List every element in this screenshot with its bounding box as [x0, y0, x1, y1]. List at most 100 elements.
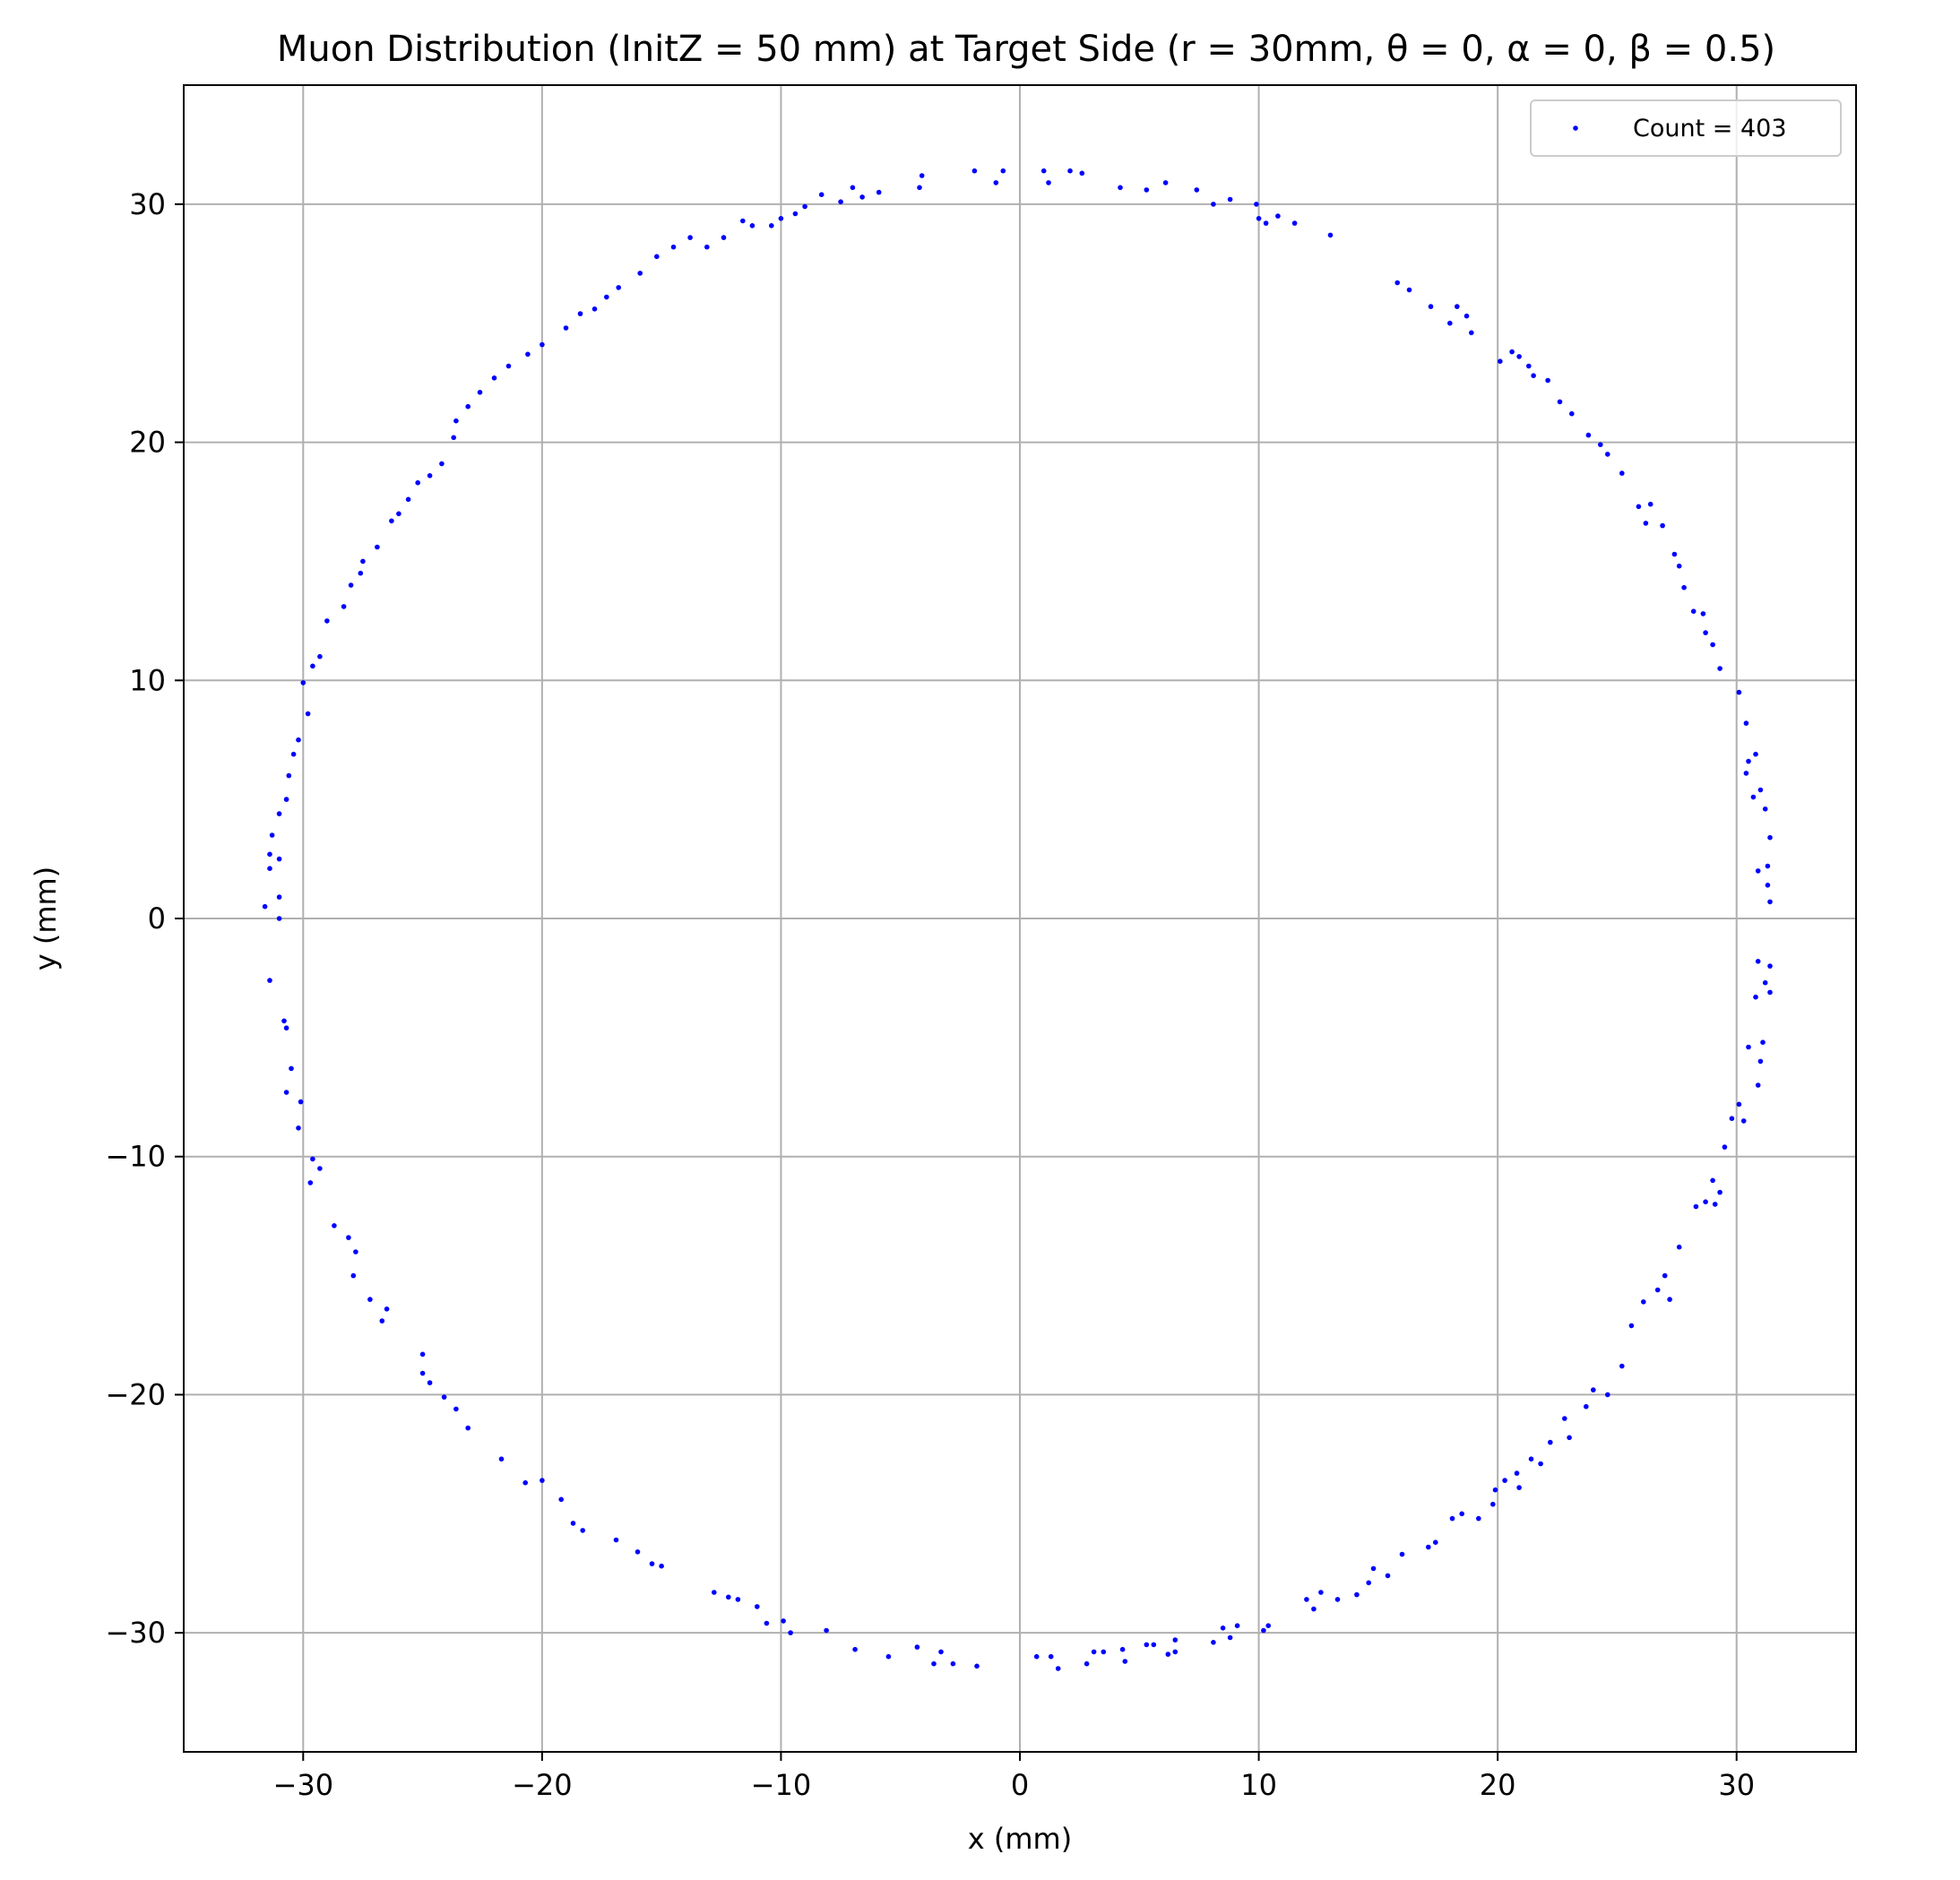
data-point: [1619, 1363, 1625, 1369]
data-point: [1767, 834, 1773, 841]
data-point: [637, 271, 643, 276]
data-point: [1654, 1287, 1661, 1293]
data-point: [1662, 1272, 1668, 1279]
data-point: [1265, 1623, 1271, 1628]
data-point: [919, 173, 925, 178]
data-point: [1743, 720, 1749, 726]
data-point: [396, 511, 401, 517]
legend-box: [1530, 99, 1842, 157]
data-point: [1327, 232, 1334, 238]
data-point: [1447, 320, 1453, 326]
chart-title: Muon Distribution (InitZ = 50 mm) at Tar…: [277, 29, 1775, 70]
data-point: [1703, 1199, 1708, 1204]
data-point: [419, 1351, 426, 1358]
data-point: [1567, 1435, 1572, 1441]
data-point: [267, 866, 272, 871]
data-point: [604, 294, 609, 300]
data-point: [1755, 1082, 1761, 1088]
data-point: [1746, 758, 1751, 764]
data-point: [740, 218, 746, 224]
data-point: [1660, 522, 1665, 529]
data-point: [613, 1537, 619, 1543]
x-tick-label: −10: [751, 1768, 812, 1802]
legend-marker: [1573, 125, 1578, 131]
data-point: [1531, 373, 1536, 379]
data-point: [1079, 170, 1085, 177]
data-point: [1119, 1646, 1126, 1652]
data-point: [389, 518, 394, 524]
data-point: [580, 1528, 585, 1533]
data-point: [792, 211, 799, 217]
data-point: [1765, 883, 1771, 888]
data-point: [324, 618, 330, 624]
data-point: [1234, 1623, 1240, 1628]
data-point: [1757, 787, 1764, 793]
data-point: [1710, 1177, 1715, 1184]
data-point: [1767, 963, 1773, 969]
data-point: [1459, 1511, 1464, 1517]
axis-ticks: −30 −20 −10 0 10 20 30 −30 −20 −10 0 10 20 30: [105, 187, 1755, 1802]
data-point: [1526, 363, 1532, 369]
data-point: [824, 1627, 829, 1634]
data-point: [1636, 504, 1642, 510]
data-point: [262, 903, 268, 910]
data-point: [465, 1425, 471, 1431]
data-point: [1033, 1653, 1040, 1660]
data-point: [838, 199, 843, 204]
data-point: [1275, 213, 1281, 219]
data-point: [1227, 1634, 1233, 1641]
data-point: [1172, 1649, 1179, 1655]
data-point: [346, 1235, 351, 1240]
data-point: [415, 479, 421, 486]
data-point: [317, 653, 323, 660]
data-point: [1753, 751, 1758, 757]
data-point: [427, 473, 433, 479]
data-point: [1760, 1039, 1766, 1045]
x-tick-label: −20: [512, 1768, 573, 1802]
data-point: [1144, 187, 1150, 193]
data-point: [1476, 1515, 1481, 1522]
data-point: [818, 192, 825, 197]
data-point: [525, 351, 531, 358]
data-point: [1722, 1144, 1728, 1150]
data-point: [1304, 1597, 1309, 1602]
legend: Count = 403: [1530, 99, 1842, 157]
data-point: [276, 811, 282, 816]
data-point: [1736, 1101, 1742, 1108]
data-point: [1055, 1666, 1061, 1671]
data-point: [1492, 1487, 1498, 1493]
data-point: [1000, 168, 1006, 174]
data-point: [1528, 1456, 1534, 1462]
data-point: [1750, 794, 1757, 800]
data-point: [505, 363, 512, 369]
data-point: [1703, 630, 1708, 635]
data-point: [286, 772, 292, 779]
data-point: [1490, 1501, 1496, 1507]
data-point: [427, 1380, 433, 1385]
data-point: [310, 1156, 315, 1162]
data-point: [1256, 216, 1262, 221]
data-point: [283, 1025, 289, 1031]
x-tick-label: −30: [273, 1768, 334, 1802]
data-point: [1516, 1485, 1522, 1490]
data-point: [276, 856, 282, 862]
data-point: [1762, 979, 1768, 986]
data-point: [885, 1653, 892, 1660]
data-point: [305, 711, 311, 717]
data-point: [1717, 1189, 1723, 1195]
data-point: [670, 244, 677, 250]
data-point: [1736, 689, 1742, 695]
data-point: [296, 1125, 301, 1131]
data-point: [267, 851, 272, 858]
y-tick-label: 20: [129, 426, 166, 460]
data-point: [1118, 185, 1123, 191]
data-point: [726, 1594, 731, 1600]
data-point: [971, 168, 978, 174]
data-point: [917, 185, 922, 191]
data-point: [1516, 354, 1522, 359]
data-point: [267, 978, 272, 983]
data-point: [778, 216, 784, 221]
data-point: [341, 604, 347, 609]
data-point: [1762, 806, 1768, 812]
data-point: [649, 1561, 655, 1566]
